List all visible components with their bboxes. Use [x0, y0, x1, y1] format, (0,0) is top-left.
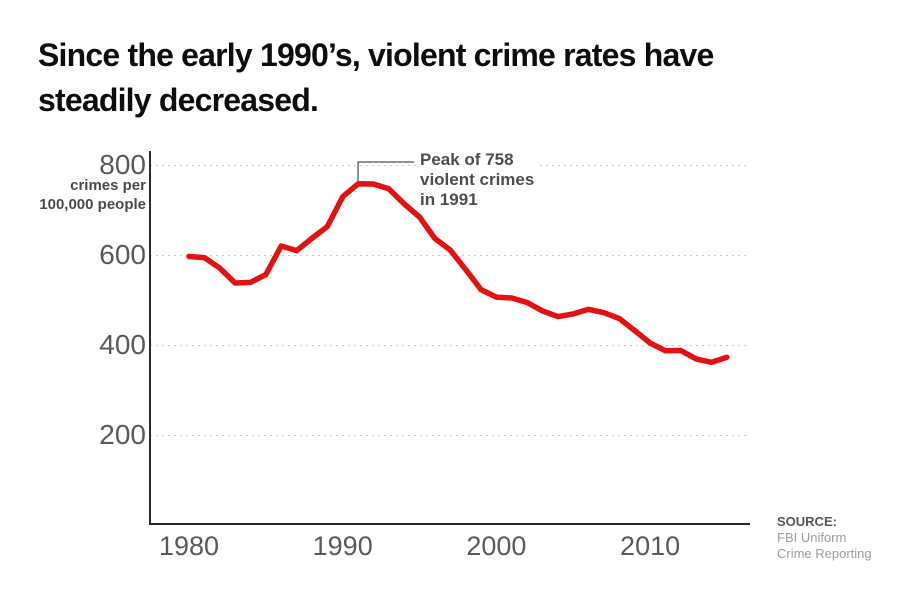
- peak-annotation: Peak of 758 violent crimes in 1991: [418, 150, 539, 212]
- crime-rate-line: [186, 181, 730, 366]
- peak-annotation-line3: in 1991: [420, 190, 478, 209]
- source-line1: FBI Uniform: [777, 530, 847, 545]
- x-tick-2010: 2010: [620, 531, 681, 561]
- chart-title-line1: Since the early 1990’s, violent crime ra…: [38, 37, 714, 73]
- peak-annotation-line2: violent crimes: [420, 170, 535, 189]
- y-axis-unit-line1: crimes per: [70, 177, 146, 194]
- x-tick-1990: 1990: [312, 531, 373, 561]
- y-tick-200: 200: [99, 419, 146, 450]
- x-tick-1980: 1980: [158, 531, 220, 561]
- source-line2: Crime Reporting: [777, 546, 872, 561]
- peak-callout-line: [357, 161, 414, 182]
- chart-title: Since the early 1990’s, violent crime ra…: [38, 33, 714, 123]
- source-label: SOURCE:: [777, 514, 837, 529]
- x-tick-2000: 2000: [466, 531, 527, 561]
- y-tick-400: 400: [99, 329, 146, 360]
- chart-title-line2: steadily decreased.: [38, 82, 319, 118]
- y-axis-unit-label: crimes per 100,000 people: [0, 176, 146, 214]
- source-credit: SOURCE: FBI Uniform Crime Reporting: [777, 514, 872, 562]
- y-tick-600: 600: [99, 239, 146, 270]
- y-axis-unit-line2: 100,000 people: [39, 196, 146, 213]
- peak-annotation-line1: Peak of 758: [420, 150, 514, 169]
- y-tick-800: 800: [99, 149, 146, 180]
